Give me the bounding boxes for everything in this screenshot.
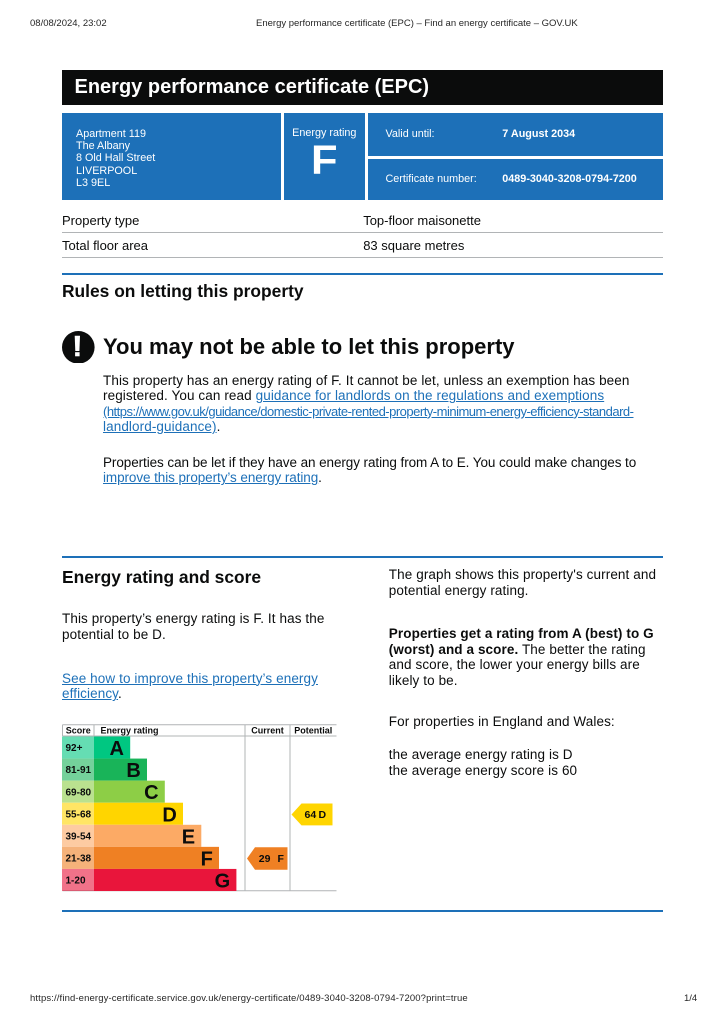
svg-text:81-91: 81-91 xyxy=(65,765,91,776)
svg-text:D: D xyxy=(318,809,326,821)
svg-text:E: E xyxy=(181,826,194,848)
svg-text:B: B xyxy=(126,760,140,782)
svg-text:Score: Score xyxy=(65,725,90,735)
svg-text:1-20: 1-20 xyxy=(65,876,85,887)
svg-text:F: F xyxy=(200,848,212,870)
svg-text:69-80: 69-80 xyxy=(65,787,91,798)
svg-text:64: 64 xyxy=(304,809,316,821)
svg-text:55-68: 55-68 xyxy=(65,809,91,820)
svg-text:C: C xyxy=(144,782,158,804)
svg-text:39-54: 39-54 xyxy=(65,831,91,842)
svg-text:A: A xyxy=(109,738,123,760)
svg-text:Current: Current xyxy=(251,725,284,735)
svg-text:92+: 92+ xyxy=(65,743,82,754)
svg-text:Potential: Potential xyxy=(294,725,332,735)
svg-text:21-38: 21-38 xyxy=(65,854,91,865)
svg-text:D: D xyxy=(162,804,176,826)
svg-text:G: G xyxy=(214,871,230,893)
svg-text:F: F xyxy=(277,853,284,865)
svg-text:29: 29 xyxy=(258,853,270,865)
svg-text:Energy rating: Energy rating xyxy=(100,725,158,735)
